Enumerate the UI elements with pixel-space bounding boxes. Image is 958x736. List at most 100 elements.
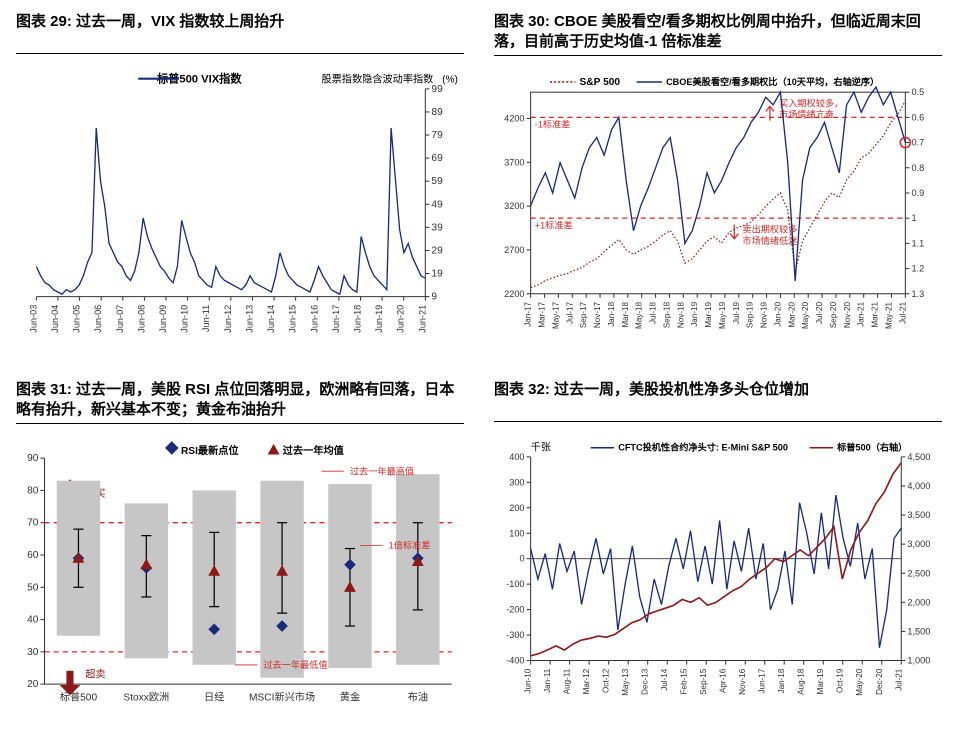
- svg-text:Sep-20: Sep-20: [829, 301, 838, 328]
- svg-text:股票指数隐含波动率指数: 股票指数隐含波动率指数: [321, 73, 433, 86]
- svg-text:Dec-13: Dec-13: [641, 668, 650, 695]
- panel-30: 图表 30: CBOE 美股看空/看多期权比例周中抬升，但临近周末回落，目前高于…: [494, 12, 942, 356]
- svg-text:400: 400: [509, 452, 524, 462]
- svg-text:3200: 3200: [504, 201, 524, 211]
- title-31: 图表 31: 过去一周，美股 RSI 点位回落明显，欧洲略有回落，日本略有抬升，…: [16, 380, 464, 421]
- svg-text:Jun-11: Jun-11: [201, 305, 211, 332]
- svg-text:40: 40: [27, 614, 39, 625]
- svg-text:4,000: 4,000: [907, 481, 930, 491]
- svg-text:1,000: 1,000: [907, 656, 930, 666]
- svg-text:标普500（右轴）: 标普500（右轴）: [836, 442, 907, 453]
- svg-text:May-19: May-19: [718, 301, 727, 329]
- svg-text:100: 100: [509, 528, 524, 538]
- svg-text:59: 59: [431, 176, 443, 187]
- svg-text:-400: -400: [506, 656, 524, 666]
- svg-text:Jul-14: Jul-14: [660, 668, 669, 691]
- svg-text:300: 300: [509, 477, 524, 487]
- svg-text:Nov-17: Nov-17: [593, 301, 602, 328]
- svg-text:-200: -200: [506, 605, 524, 615]
- svg-text:Stoxx欧洲: Stoxx欧洲: [123, 691, 169, 703]
- svg-text:Jun-04: Jun-04: [50, 305, 60, 333]
- svg-text:Apr-16: Apr-16: [719, 668, 728, 693]
- title-30: 图表 30: CBOE 美股看空/看多期权比例周中抬升，但临近周末回落，目前高于…: [494, 12, 942, 53]
- svg-text:-1标准差: -1标准差: [535, 118, 571, 129]
- svg-text:Jun-09: Jun-09: [158, 305, 168, 333]
- svg-text:May-21: May-21: [884, 301, 893, 329]
- svg-text:0: 0: [519, 554, 524, 564]
- svg-text:Jul-19: Jul-19: [732, 301, 741, 324]
- svg-text:+1标准差: +1标准差: [535, 219, 573, 230]
- svg-text:May-13: May-13: [621, 668, 630, 696]
- svg-text:1,500: 1,500: [907, 626, 930, 636]
- svg-text:Jun-07: Jun-07: [115, 305, 125, 333]
- svg-text:Nov-18: Nov-18: [676, 301, 685, 328]
- svg-text:9: 9: [431, 292, 437, 303]
- svg-text:Jun-05: Jun-05: [72, 305, 82, 333]
- svg-text:Jul-20: Jul-20: [815, 301, 824, 324]
- svg-text:市场情绪亢奋: 市场情绪亢奋: [779, 108, 834, 119]
- svg-text:Jul-21: Jul-21: [898, 301, 907, 324]
- svg-text:Nov-16: Nov-16: [738, 668, 747, 695]
- svg-text:Jul-18: Jul-18: [649, 301, 658, 324]
- svg-text:CFTC投机性合约净头寸: E-Mini S&P 500: CFTC投机性合约净头寸: E-Mini S&P 500: [618, 442, 788, 453]
- panel-31: 图表 31: 过去一周，美股 RSI 点位回落明显，欧洲略有回落，日本略有抬升，…: [16, 380, 464, 724]
- svg-text:19: 19: [431, 269, 443, 280]
- svg-text:Jun-17: Jun-17: [331, 305, 341, 333]
- svg-text:2700: 2700: [504, 244, 524, 254]
- svg-text:20: 20: [27, 679, 39, 690]
- svg-text:89: 89: [431, 107, 443, 118]
- svg-text:0.8: 0.8: [911, 162, 924, 172]
- svg-text:Jun-14: Jun-14: [266, 305, 276, 333]
- svg-31: RSI最新点位过去一年均值2030405060708090超买超卖标普500St…: [16, 430, 464, 725]
- svg-text:Mar-21: Mar-21: [871, 301, 880, 327]
- svg-text:Mar-19: Mar-19: [816, 668, 825, 694]
- svg-text:4,500: 4,500: [907, 452, 930, 462]
- title-row: 图表 32: 过去一周，美股投机性净多头仓位增加: [494, 380, 942, 422]
- svg-text:Jul-21: Jul-21: [894, 668, 903, 691]
- svg-text:60: 60: [27, 550, 39, 561]
- svg-text:May-18: May-18: [635, 301, 644, 329]
- title-row: 图表 31: 过去一周，美股 RSI 点位回落明显，欧洲略有回落，日本略有抬升，…: [16, 380, 464, 424]
- title-32: 图表 32: 过去一周，美股投机性净多头仓位增加: [494, 380, 942, 400]
- chart-31: RSI最新点位过去一年均值2030405060708090超买超卖标普500St…: [16, 430, 464, 725]
- svg-text:Jun-10: Jun-10: [524, 668, 533, 693]
- svg-text:Nov-19: Nov-19: [760, 301, 769, 328]
- svg-text:2,500: 2,500: [907, 568, 930, 578]
- svg-text:Oct-12: Oct-12: [602, 668, 611, 693]
- svg-text:Jan-17: Jan-17: [524, 301, 533, 326]
- svg-text:Mar-17: Mar-17: [538, 301, 547, 327]
- svg-text:0.9: 0.9: [911, 188, 924, 198]
- svg-text:30: 30: [27, 646, 39, 657]
- svg-text:Jun-06: Jun-06: [93, 305, 103, 333]
- svg-text:-100: -100: [506, 579, 524, 589]
- svg-text:买入期权较多，: 买入期权较多，: [779, 97, 843, 108]
- svg-text:-300: -300: [506, 630, 524, 640]
- svg-text:0.7: 0.7: [911, 137, 924, 147]
- svg-text:Jun-08: Jun-08: [136, 305, 146, 333]
- svg-text:CBOE美股看空/看多期权比（10天平均，右轴逆序）: CBOE美股看空/看多期权比（10天平均，右轴逆序）: [666, 76, 879, 87]
- title-29: 图表 29: 过去一周，VIX 指数较上周抬升: [16, 12, 464, 32]
- svg-text:Jun-12: Jun-12: [223, 305, 233, 333]
- svg-text:Aug-18: Aug-18: [797, 668, 806, 695]
- svg-text:Jun-18: Jun-18: [352, 305, 362, 333]
- svg-text:70: 70: [27, 517, 39, 528]
- svg-text:Nov-20: Nov-20: [843, 301, 852, 328]
- chart-grid: 图表 29: 过去一周，VIX 指数较上周抬升 标普500 VIX指数股票指数隐…: [16, 12, 942, 724]
- svg-text:卖出期权较多: 卖出期权较多: [742, 223, 797, 234]
- svg-text:Jan-20: Jan-20: [773, 301, 782, 326]
- svg-text:市场情绪低迷: 市场情绪低迷: [742, 234, 797, 245]
- svg-text:Mar-20: Mar-20: [787, 301, 796, 327]
- svg-text:Jun-13: Jun-13: [244, 305, 254, 333]
- svg-32: 千张CFTC投机性合约净头寸: E-Mini S&P 500标普500（右轴）-…: [494, 428, 942, 724]
- svg-text:2200: 2200: [504, 288, 524, 298]
- svg-text:3700: 3700: [504, 157, 524, 167]
- svg-text:S&P 500: S&P 500: [580, 77, 621, 88]
- svg-text:50: 50: [27, 582, 39, 593]
- svg-text:Jan-19: Jan-19: [690, 301, 699, 326]
- svg-text:99: 99: [431, 84, 443, 95]
- svg-text:超卖: 超卖: [85, 667, 105, 680]
- svg-text:Jun-20: Jun-20: [396, 305, 406, 333]
- svg-text:90: 90: [27, 453, 39, 464]
- svg-30: S&P 500 CBOE美股看空/看多期权比（10天平均，右轴逆序） 2200 270…: [494, 62, 942, 357]
- svg-text:May-20: May-20: [801, 301, 810, 329]
